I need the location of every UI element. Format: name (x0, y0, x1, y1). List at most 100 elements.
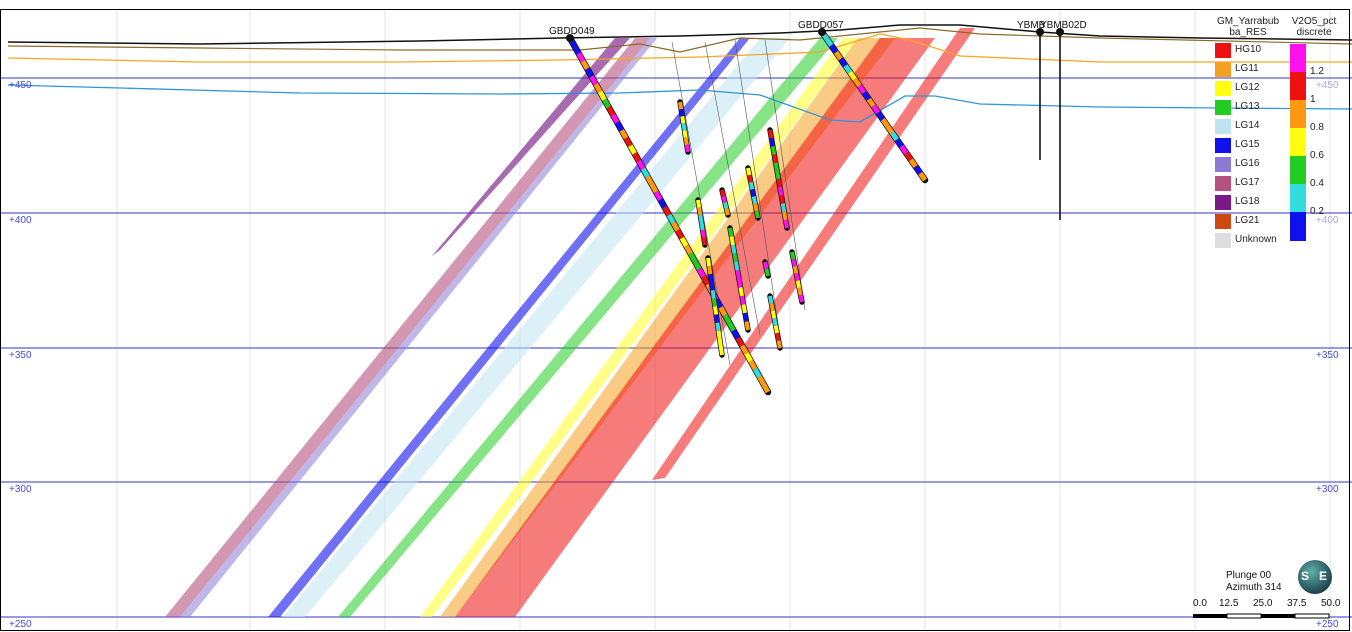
drillhole-short-interval (782, 211, 788, 221)
lithology-legend-item: LG21 (1212, 212, 1284, 231)
drillhole-gbdd049-interval (684, 244, 693, 255)
drillhole-gbdd049-interval (739, 344, 749, 355)
lithology-legend-item: LG16 (1212, 155, 1284, 174)
grade-legend-title-1: V2O5_pct (1291, 16, 1337, 27)
drillhole-short-interval (795, 280, 802, 289)
legend-swatch (1215, 100, 1231, 115)
lithology-band (338, 38, 838, 617)
legend-label: LG15 (1235, 139, 1260, 150)
lithology-legend-item: LG13 (1212, 98, 1284, 117)
lithology-legend-title-1: GM_Yarrabub (1216, 16, 1280, 27)
drillhole-gbdd057-interval (838, 57, 848, 68)
drillhole-gbdd049-interval (645, 175, 654, 186)
elevation-label-right: +250 (1316, 619, 1339, 630)
legend-swatch (1215, 233, 1231, 248)
legend-label: LG11 (1235, 63, 1259, 74)
drillhole-gbdd049-interval (666, 213, 676, 224)
azimuth-readout: Azimuth 314 (1226, 582, 1282, 593)
drillhole-short-interval (717, 338, 723, 348)
lithology-band (283, 38, 790, 617)
drillhole-gbdd049-interval (748, 359, 758, 371)
drillhole-short-interval (716, 330, 722, 340)
elevation-label-right: +450 (1316, 80, 1339, 91)
drillhole-label-gbdd057[interactable]: GBDD057 (798, 20, 844, 31)
drillhole-short-interval (769, 137, 775, 147)
drillhole-short-interval (779, 194, 785, 204)
drillhole-gbdd057-interval (918, 171, 928, 182)
drillhole-short-interval (777, 186, 784, 196)
drillhole-collar (1036, 28, 1044, 36)
compass-icon[interactable]: S E (1298, 560, 1332, 594)
drillhole-short-interval (681, 123, 687, 131)
grade-legend-label: 1.2 (1310, 66, 1324, 77)
drillhole-gbdd057-interval (833, 50, 843, 61)
drillhole-short-interval (709, 281, 715, 291)
lithology-legend-item: LG15 (1212, 136, 1284, 155)
drillhole-gbdd057-interval (857, 84, 867, 94)
lithology-band (432, 38, 630, 256)
drillhole-gbdd049-interval (597, 90, 607, 101)
legend-label: LG13 (1235, 101, 1260, 112)
drillhole-short-interval (772, 154, 778, 164)
drillhole-short-interval (715, 322, 721, 332)
drillhole-short-interval (770, 145, 777, 155)
drillhole-gbdd049-interval (636, 159, 646, 171)
drillhole-gbdd057-interval (890, 131, 899, 142)
drillhole-gbdd057-interval (885, 124, 895, 135)
drillhole-short-interval (699, 222, 705, 231)
drillhole-short-interval (728, 227, 734, 237)
scale-label: 0.0 (1193, 598, 1207, 609)
drillhole-gbdd049-interval (576, 52, 586, 63)
drillhole-projection (704, 41, 761, 336)
drillhole-gbdd049-interval (679, 236, 689, 248)
drillhole-gbdd049-interval (731, 329, 741, 340)
grade-legend-label: 1 (1310, 94, 1316, 105)
grade-legend: V2O5_pct discrete 1.2 1 0.8 0.6 0.4 0.2 (1287, 16, 1341, 241)
drillhole-gbdd057-interval (880, 118, 890, 128)
grade-ramp-segment (1290, 72, 1306, 101)
grade-ramp-segment (1290, 184, 1306, 213)
legend-label: HG10 (1235, 44, 1262, 55)
legend-swatch (1215, 62, 1231, 77)
grade-ramp-segment (1290, 212, 1306, 241)
drillhole-short-interval (735, 270, 741, 280)
lithology-band (180, 38, 657, 617)
surface-lines (7, 24, 1352, 123)
drillhole-gbdd057-interval (899, 144, 909, 155)
legend-swatch (1215, 214, 1231, 229)
elevation-label-right: +400 (1316, 215, 1339, 226)
drillhole-short-interval (775, 170, 781, 180)
elevation-label-right: +300 (1316, 484, 1339, 495)
compass-east-label: E (1319, 569, 1328, 583)
drillhole-short-interval (679, 108, 685, 117)
drillhole-gbdd049-interval (658, 198, 667, 209)
drillhole-short-interval (775, 332, 781, 341)
drillhole-short-interval (698, 214, 704, 223)
drillhole-gbdd057-interval (866, 97, 876, 108)
drillhole-short-interval (797, 287, 803, 296)
drillhole-label-ybmb[interactable]: YBMB (1017, 20, 1046, 31)
drillhole-short-interval (798, 294, 804, 303)
drillhole-gbdd057-interval (871, 104, 881, 115)
drillhole-gbdd057-interval (848, 70, 857, 81)
drillhole-gbdd049-interval (649, 182, 659, 194)
grade-ramp-segment (1290, 128, 1306, 157)
drillhole-label-gbdd049[interactable]: GBDD049 (549, 26, 595, 37)
drillhole-gbdd057-interval (829, 44, 839, 54)
legend-swatch (1215, 43, 1231, 58)
drillhole-gbdd049-interval (752, 367, 762, 378)
drillhole-short-interval (791, 258, 797, 267)
drillhole-short-interval (724, 208, 730, 216)
drillhole-label-ybmb02d[interactable]: YBMB02D (1040, 20, 1087, 31)
drillhole-gbdd049-interval (718, 306, 728, 317)
drillhole-short-interval (773, 325, 780, 334)
drillhole-short-interval (744, 321, 750, 331)
drillhole-gbdd057-interval (904, 151, 914, 162)
drillhole-short-interval (753, 203, 759, 212)
drillhole-gbdd049-interval (623, 136, 633, 147)
water-table-line (7, 84, 1352, 123)
grade-color-ramp (1290, 44, 1306, 241)
scale-label: 37.5 (1287, 598, 1307, 609)
